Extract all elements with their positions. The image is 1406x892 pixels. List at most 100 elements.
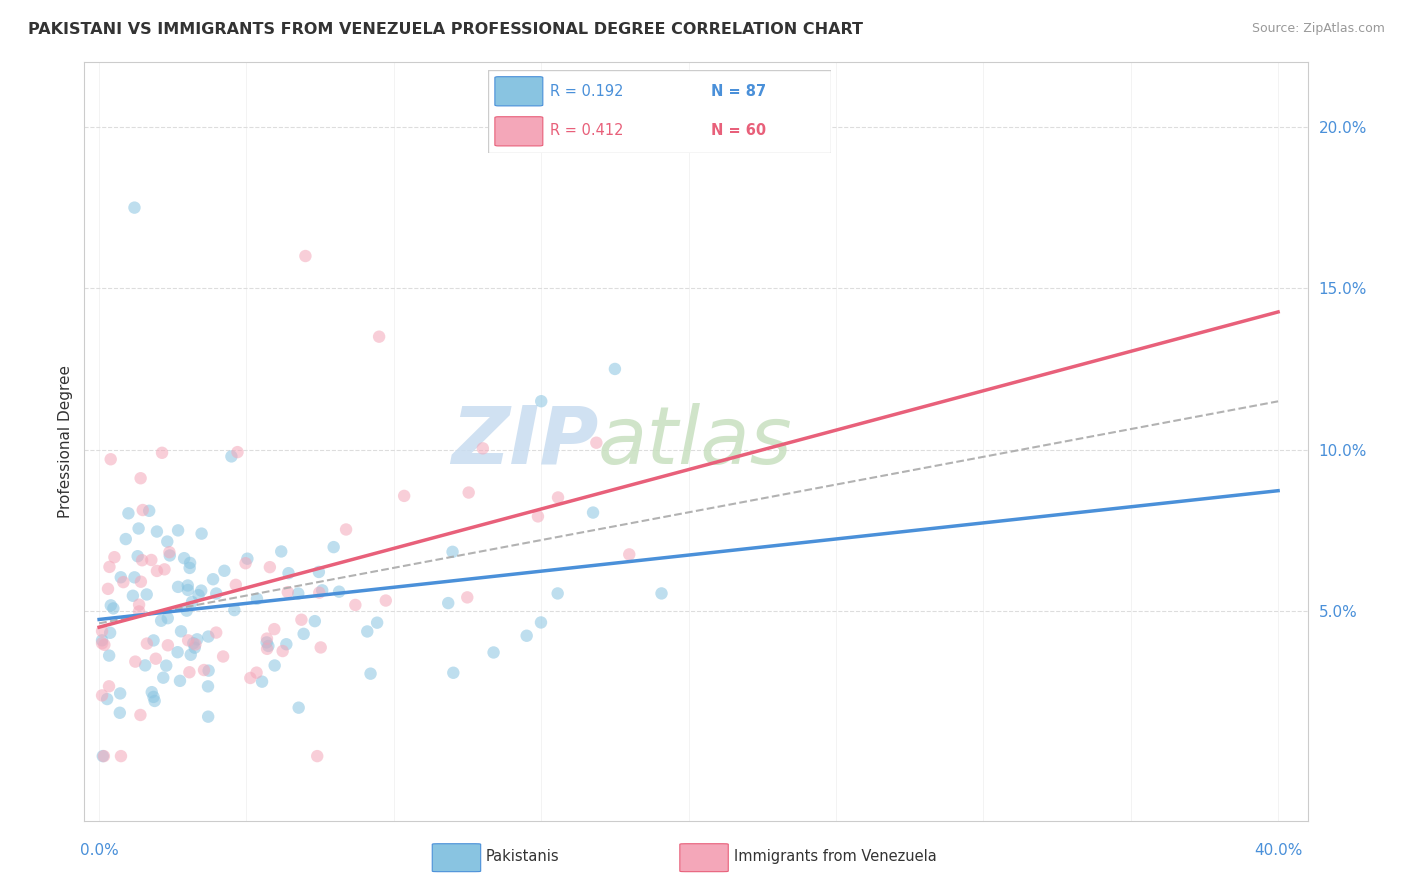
Point	[471, 442, 494, 456]
Point	[179, 556, 201, 570]
Point	[309, 640, 332, 655]
Point	[530, 394, 553, 409]
Point	[235, 556, 257, 570]
Point	[156, 534, 179, 549]
Point	[98, 648, 121, 663]
Point	[236, 551, 259, 566]
Point	[335, 523, 357, 537]
Point	[129, 471, 152, 485]
Point	[157, 545, 180, 559]
Text: atlas: atlas	[598, 402, 793, 481]
Point	[93, 638, 115, 652]
Point	[103, 601, 125, 615]
Point	[180, 648, 202, 662]
Point	[128, 522, 150, 536]
Point	[239, 671, 262, 685]
Point	[169, 673, 191, 688]
Point	[308, 585, 330, 599]
Point	[98, 679, 121, 693]
Point	[150, 614, 173, 628]
Point	[150, 446, 173, 460]
Point	[100, 599, 122, 613]
Point	[263, 658, 285, 673]
Point	[197, 664, 219, 678]
Point	[276, 637, 298, 651]
Point	[516, 629, 538, 643]
Point	[143, 694, 166, 708]
Point	[287, 700, 309, 714]
Point	[155, 658, 177, 673]
Point	[97, 582, 120, 596]
Point	[603, 362, 626, 376]
Point	[167, 580, 190, 594]
Point	[527, 509, 550, 524]
Point	[93, 749, 115, 764]
Point	[91, 636, 114, 650]
Point	[197, 709, 219, 723]
Point	[177, 633, 200, 648]
Point	[360, 666, 382, 681]
Point	[110, 570, 132, 584]
Point	[124, 570, 146, 584]
Point	[328, 584, 350, 599]
Point	[308, 565, 330, 579]
Point	[263, 622, 285, 636]
Point	[270, 544, 292, 558]
Point	[457, 485, 479, 500]
Point	[441, 545, 464, 559]
Point	[311, 583, 333, 598]
Point	[307, 749, 329, 764]
Point	[366, 615, 388, 630]
Point	[619, 548, 641, 562]
Point	[176, 604, 198, 618]
Point	[212, 649, 235, 664]
Point	[91, 633, 114, 648]
Text: Source: ZipAtlas.com: Source: ZipAtlas.com	[1251, 22, 1385, 36]
Point	[193, 663, 215, 677]
Point	[190, 583, 212, 598]
Point	[186, 632, 208, 647]
Point	[197, 630, 219, 644]
Text: 0.0%: 0.0%	[80, 843, 118, 858]
Point	[547, 491, 569, 505]
Point	[226, 445, 249, 459]
Point	[98, 625, 121, 640]
Point	[287, 586, 309, 600]
Point	[98, 560, 121, 574]
Point	[202, 572, 225, 586]
Point	[91, 689, 114, 703]
Point	[167, 524, 190, 538]
Text: 40.0%: 40.0%	[1254, 843, 1302, 858]
Point	[108, 686, 131, 700]
Point	[114, 532, 136, 546]
Point	[205, 586, 228, 600]
Point	[112, 575, 135, 590]
Point	[256, 632, 278, 646]
Point	[197, 679, 219, 693]
Point	[179, 665, 201, 680]
Point	[277, 585, 299, 599]
Point	[141, 553, 163, 567]
Point	[322, 540, 344, 554]
Point	[184, 640, 207, 655]
Point	[250, 674, 273, 689]
Point	[368, 329, 391, 343]
Point	[156, 611, 179, 625]
Point	[374, 593, 396, 607]
Point	[259, 560, 281, 574]
Point	[170, 624, 193, 639]
Point	[134, 658, 156, 673]
Point	[152, 671, 174, 685]
Point	[246, 591, 269, 606]
Point	[135, 587, 157, 601]
Point	[135, 636, 157, 650]
Point	[547, 586, 569, 600]
Point	[146, 564, 169, 578]
Point	[187, 588, 209, 602]
Point	[145, 651, 167, 665]
Point	[456, 591, 478, 605]
Point	[585, 435, 607, 450]
Point	[132, 503, 155, 517]
Point	[256, 635, 278, 649]
Y-axis label: Professional Degree: Professional Degree	[58, 365, 73, 518]
